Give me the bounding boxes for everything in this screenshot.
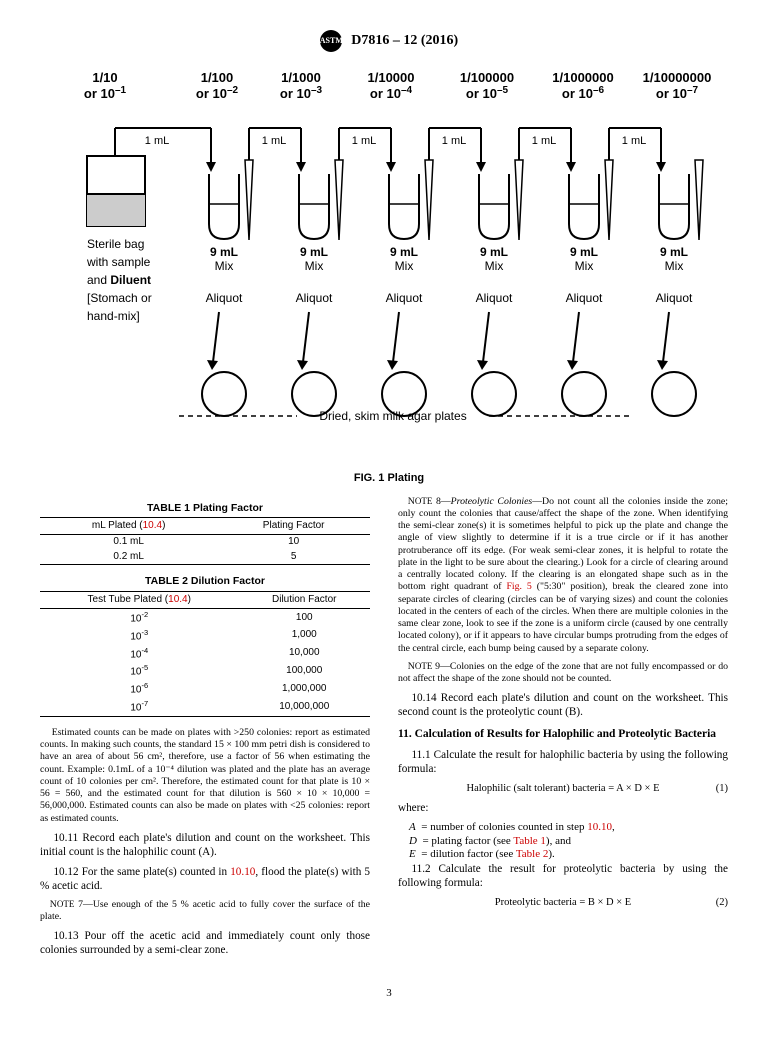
svg-text:1 mL: 1 mL: [532, 135, 556, 147]
svg-text:1/10: 1/10: [92, 70, 117, 85]
svg-text:Aliquot: Aliquot: [386, 291, 423, 305]
svg-text:1 mL: 1 mL: [262, 135, 286, 147]
astm-logo: ASTM: [320, 30, 342, 52]
page-header: ASTM D7816 – 12 (2016): [40, 30, 738, 52]
svg-text:Mix: Mix: [395, 259, 414, 273]
svg-text:1/100: 1/100: [201, 70, 234, 85]
svg-text:and Diluent: and Diluent: [87, 273, 151, 287]
figure-caption: FIG. 1 Plating: [40, 472, 738, 486]
table2-caption: TABLE 2 Dilution Factor: [40, 575, 370, 588]
where-A: A = number of colonies counted in step 1…: [409, 821, 728, 835]
where-label: where:: [398, 801, 728, 815]
svg-text:Mix: Mix: [215, 259, 234, 273]
svg-text:Aliquot: Aliquot: [296, 291, 333, 305]
svg-text:1 mL: 1 mL: [145, 135, 169, 147]
note-7: NOTE 7—Use enough of the 5 % acetic acid…: [40, 899, 370, 923]
svg-text:1/10000000: 1/10000000: [643, 70, 712, 85]
svg-text:or 10–6: or 10–6: [562, 85, 605, 101]
svg-text:hand-mix]: hand-mix]: [87, 309, 140, 323]
svg-text:Dried, skim milk agar plates: Dried, skim milk agar plates: [319, 409, 466, 423]
note-8: NOTE 8—Proteolytic Colonies—Do not count…: [398, 496, 728, 655]
svg-text:9 mL: 9 mL: [660, 245, 688, 259]
estimated-counts-para: Estimated counts can be made on plates w…: [40, 727, 370, 825]
svg-text:Aliquot: Aliquot: [656, 291, 693, 305]
table1-caption: TABLE 1 Plating Factor: [40, 502, 370, 515]
para-10-14: 10.14 Record each plate's dilution and c…: [398, 691, 728, 719]
svg-text:or 10–4: or 10–4: [370, 85, 413, 101]
svg-text:1 mL: 1 mL: [442, 135, 466, 147]
para-10-12: 10.12 For the same plate(s) counted in 1…: [40, 865, 370, 893]
svg-text:9 mL: 9 mL: [570, 245, 598, 259]
svg-text:Aliquot: Aliquot: [476, 291, 513, 305]
svg-text:9 mL: 9 mL: [390, 245, 418, 259]
svg-text:or 10–3: or 10–3: [280, 85, 323, 101]
svg-text:1/100000: 1/100000: [460, 70, 514, 85]
svg-text:9 mL: 9 mL: [480, 245, 508, 259]
svg-text:Sterile bag: Sterile bag: [87, 237, 144, 251]
svg-text:Aliquot: Aliquot: [566, 291, 603, 305]
svg-text:1/10000: 1/10000: [368, 70, 415, 85]
para-11-2: 11.2 Calculate the result for proteolyti…: [398, 862, 728, 890]
designation: D7816 – 12 (2016): [351, 33, 458, 48]
svg-text:1/1000: 1/1000: [281, 70, 321, 85]
svg-text:1 mL: 1 mL: [622, 135, 646, 147]
para-11-1: 11.1 Calculate the result for halophilic…: [398, 748, 728, 776]
svg-text:or 10–1: or 10–1: [84, 85, 127, 101]
svg-text:or 10–7: or 10–7: [656, 85, 699, 101]
formula-1: Halophilic (salt tolerant) bacteria = A …: [398, 782, 728, 795]
svg-text:or 10–2: or 10–2: [196, 85, 239, 101]
svg-text:1/1000000: 1/1000000: [552, 70, 613, 85]
left-column: TABLE 1 Plating Factor mL Plated (10.4)P…: [40, 496, 370, 964]
table-2: Test Tube Plated (10.4)Dilution Factor 1…: [40, 591, 370, 717]
table-1: mL Plated (10.4)Plating Factor 0.1 mL10 …: [40, 517, 370, 566]
para-10-13: 10.13 Pour off the acetic acid and immed…: [40, 929, 370, 957]
svg-text:Mix: Mix: [575, 259, 594, 273]
page-number: 3: [40, 987, 738, 1001]
svg-text:Mix: Mix: [305, 259, 324, 273]
formula-2: Proteolytic bacteria = B × D × E(2): [398, 896, 728, 909]
svg-text:Aliquot: Aliquot: [206, 291, 243, 305]
where-E: E = dilution factor (see Table 2).: [409, 848, 728, 862]
svg-text:Mix: Mix: [665, 259, 684, 273]
right-column: NOTE 8—Proteolytic Colonies—Do not count…: [398, 496, 728, 964]
svg-text:Mix: Mix: [485, 259, 504, 273]
svg-text:1 mL: 1 mL: [352, 135, 376, 147]
svg-text:9 mL: 9 mL: [300, 245, 328, 259]
section-11-head: 11. Calculation of Results for Halophili…: [398, 727, 728, 741]
para-10-11: 10.11 Record each plate's dilution and c…: [40, 831, 370, 859]
note-9: NOTE 9—Colonies on the edge of the zone …: [398, 661, 728, 685]
svg-text:with sample: with sample: [86, 255, 151, 269]
svg-text:9 mL: 9 mL: [210, 245, 238, 259]
where-D: D = plating factor (see Table 1), and: [409, 835, 728, 849]
svg-text:[Stomach or: [Stomach or: [87, 291, 152, 305]
svg-text:or 10–5: or 10–5: [466, 85, 509, 101]
figure-1-diagram: 1/10or 10–1 1/100or 10–2 1/1000or 10–3 1/10…: [49, 64, 729, 464]
